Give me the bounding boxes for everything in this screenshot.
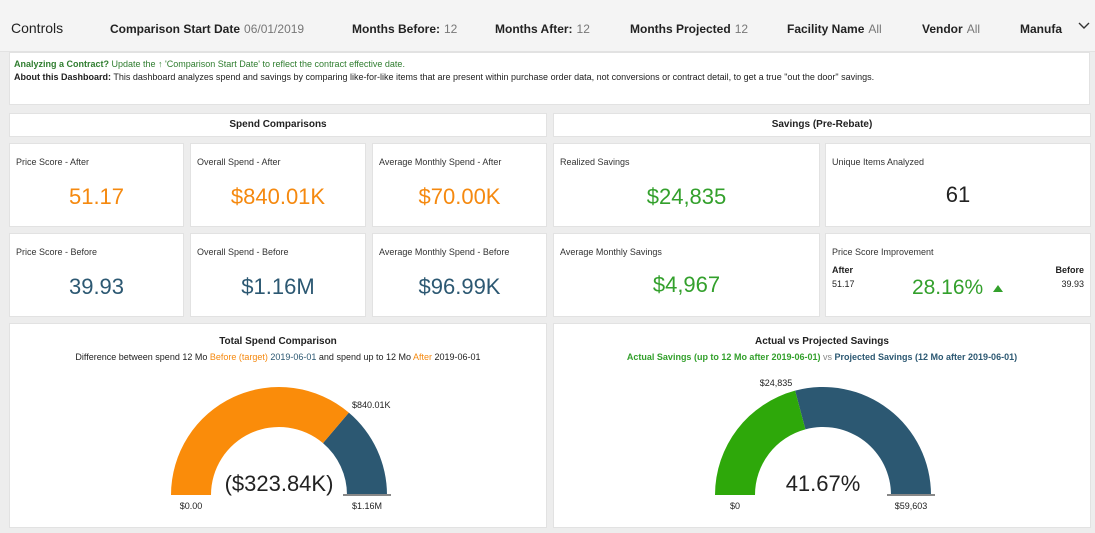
gauge2-marker-label: $24,835 xyxy=(760,378,793,388)
control-months-projected[interactable]: Months Projected 12 xyxy=(630,22,749,36)
improvement-after-value: 51.17 xyxy=(832,279,855,289)
kpi-price-score-before: Price Score - Before 39.93 xyxy=(9,233,184,317)
kpi-overall-spend-after: Overall Spend - After $840.01K xyxy=(190,143,366,227)
kpi-average-monthly-spend-before: Average Monthly Spend - Before $96.99K xyxy=(372,233,547,317)
improvement-after-label: After xyxy=(832,265,854,275)
control-comparison-start-date[interactable]: Comparison Start Date 06/01/2019 xyxy=(110,22,305,36)
improvement-before-label: Before xyxy=(1055,265,1084,275)
gauge1-fill-arc xyxy=(171,387,349,495)
gauge1-center-value: ($323.84K) xyxy=(225,471,334,496)
gauge2-center-value: 41.67% xyxy=(786,471,861,496)
control-vendor[interactable]: Vendor All xyxy=(922,22,981,36)
gauge2-title: Actual vs Projected Savings xyxy=(755,336,889,347)
control-manufacturer[interactable]: Manufa xyxy=(1020,22,1062,36)
gauge2-subtitle: Actual Savings (up to 12 Mo after 2019-0… xyxy=(626,352,1018,362)
up-arrow-icon xyxy=(993,285,1004,293)
savings-header: Savings (Pre-Rebate) xyxy=(553,113,1091,137)
improvement-value: 28.16% xyxy=(826,276,1090,300)
gauge1-min-label: $0.00 xyxy=(180,501,203,511)
gauge1-max-label: $1.16M xyxy=(352,501,382,511)
gauge2-fill-arc xyxy=(715,390,806,495)
kpi-overall-spend-before: Overall Spend - Before $1.16M xyxy=(190,233,366,317)
controls-bar: Controls Comparison Start Date 06/01/2019… xyxy=(0,0,1095,52)
gauge2-max-label: $59,603 xyxy=(895,501,928,511)
controls-title[interactable]: Controls xyxy=(11,20,64,36)
actual-vs-projected-panel: Actual vs Projected Savings Actual Savin… xyxy=(553,323,1091,528)
control-months-before[interactable]: Months Before: 12 xyxy=(352,22,458,36)
kpi-realized-savings: Realized Savings $24,835 xyxy=(553,143,820,227)
improvement-before-value: 39.93 xyxy=(1061,279,1084,289)
kpi-average-monthly-savings: Average Monthly Savings $4,967 xyxy=(553,233,820,317)
gauge1-title: Total Spend Comparison xyxy=(219,336,337,347)
chevron-down-icon[interactable] xyxy=(1077,18,1091,32)
kpi-unique-items: Unique Items Analyzed 61 xyxy=(825,143,1091,227)
kpi-price-score-after: Price Score - After 51.17 xyxy=(9,143,184,227)
control-months-after[interactable]: Months After: 12 xyxy=(495,22,590,36)
kpi-price-score-improvement: Price Score Improvement After 51.17 Befo… xyxy=(825,233,1091,317)
gauge1-marker-label: $840.01K xyxy=(352,400,391,410)
gauge1-subtitle: Difference between spend 12 Mo Before (t… xyxy=(75,352,481,362)
total-spend-comparison-panel: Total Spend Comparison Difference betwee… xyxy=(9,323,547,528)
kpi-average-monthly-spend-after: Average Monthly Spend - After $70.00K xyxy=(372,143,547,227)
info-line-contract: Analyzing a Contract? Update the ↑ 'Comp… xyxy=(14,59,405,69)
gauge1-rest-arc xyxy=(322,412,387,495)
control-facility-name[interactable]: Facility Name All xyxy=(787,22,882,36)
gauge2-chart: $24,835 41.67% $0 $59,603 xyxy=(715,378,935,511)
gauge2-min-label: $0 xyxy=(730,501,740,511)
spend-comparisons-header: Spend Comparisons xyxy=(9,113,547,137)
info-panel: Analyzing a Contract? Update the ↑ 'Comp… xyxy=(9,52,1090,105)
gauge1-chart: $840.01K ($323.84K) $0.00 $1.16M xyxy=(171,387,391,511)
info-line-about: About this Dashboard: This dashboard ana… xyxy=(14,72,875,82)
gauge2-rest-arc xyxy=(795,387,931,495)
